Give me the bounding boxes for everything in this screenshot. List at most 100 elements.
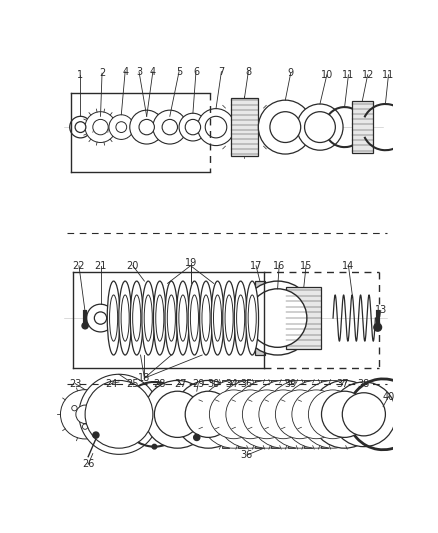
Circle shape: [321, 391, 367, 438]
Ellipse shape: [223, 281, 236, 355]
Circle shape: [258, 298, 298, 338]
Circle shape: [60, 390, 110, 439]
Circle shape: [270, 112, 301, 142]
Circle shape: [299, 381, 367, 448]
Text: 11: 11: [343, 70, 355, 80]
Circle shape: [130, 110, 164, 144]
Circle shape: [248, 289, 307, 348]
Bar: [222, 381, 230, 448]
Circle shape: [109, 115, 134, 140]
Circle shape: [248, 289, 307, 348]
Text: 18: 18: [138, 373, 151, 383]
Text: 11: 11: [382, 70, 395, 80]
Text: 25: 25: [127, 378, 139, 389]
Circle shape: [216, 381, 284, 448]
Text: 1: 1: [78, 70, 84, 80]
Text: 2: 2: [99, 68, 105, 78]
Circle shape: [233, 381, 300, 448]
Circle shape: [185, 119, 201, 135]
Circle shape: [308, 390, 357, 439]
Text: 4: 4: [150, 67, 156, 77]
Circle shape: [155, 391, 201, 438]
Bar: [254, 381, 262, 448]
Circle shape: [153, 110, 187, 144]
Text: 34: 34: [225, 378, 237, 389]
Circle shape: [70, 116, 91, 138]
Circle shape: [205, 116, 227, 138]
Text: 9: 9: [288, 68, 294, 78]
Circle shape: [240, 281, 314, 355]
Text: 40: 40: [382, 392, 395, 401]
Bar: [288, 381, 295, 448]
Circle shape: [259, 390, 307, 439]
Circle shape: [311, 381, 378, 448]
Text: 37: 37: [336, 378, 349, 389]
Circle shape: [152, 445, 157, 449]
Circle shape: [185, 391, 231, 438]
Circle shape: [374, 324, 381, 331]
Text: 17: 17: [250, 261, 262, 271]
Circle shape: [249, 381, 317, 448]
Text: 14: 14: [343, 261, 355, 271]
Text: 4: 4: [122, 67, 128, 77]
Circle shape: [85, 381, 153, 448]
Ellipse shape: [188, 281, 201, 355]
Ellipse shape: [200, 281, 212, 355]
Ellipse shape: [177, 281, 189, 355]
Ellipse shape: [119, 281, 131, 355]
Circle shape: [162, 119, 177, 135]
Text: 36: 36: [240, 450, 253, 460]
Ellipse shape: [211, 281, 224, 355]
Circle shape: [174, 381, 242, 448]
Bar: [352, 101, 373, 154]
Bar: [238, 381, 246, 448]
Bar: [321, 381, 328, 448]
Circle shape: [85, 112, 116, 142]
Text: 6: 6: [193, 67, 199, 77]
Circle shape: [283, 381, 350, 448]
Text: 35: 35: [240, 378, 253, 389]
Circle shape: [292, 390, 341, 439]
Bar: [286, 287, 321, 349]
Ellipse shape: [234, 281, 247, 355]
Bar: [304, 381, 312, 448]
Circle shape: [116, 122, 127, 133]
Circle shape: [75, 122, 86, 133]
Text: 5: 5: [176, 67, 182, 77]
Ellipse shape: [165, 281, 178, 355]
Ellipse shape: [246, 281, 258, 355]
Text: 27: 27: [174, 378, 187, 389]
Circle shape: [194, 434, 200, 440]
Circle shape: [105, 400, 133, 428]
Bar: [231, 98, 258, 156]
Circle shape: [79, 374, 159, 454]
Circle shape: [209, 390, 258, 439]
Circle shape: [242, 390, 291, 439]
Text: 24: 24: [105, 378, 117, 389]
Text: 19: 19: [184, 257, 197, 268]
Circle shape: [276, 390, 324, 439]
Text: 13: 13: [374, 305, 387, 316]
Circle shape: [94, 312, 107, 324]
Text: 15: 15: [300, 261, 312, 271]
Circle shape: [82, 322, 88, 329]
Circle shape: [87, 382, 151, 447]
Text: 10: 10: [321, 70, 333, 80]
Text: 39: 39: [285, 378, 297, 389]
Text: 20: 20: [127, 261, 139, 271]
Circle shape: [93, 432, 99, 438]
Text: 28: 28: [154, 378, 166, 389]
Text: 30: 30: [208, 378, 220, 389]
Circle shape: [200, 381, 268, 448]
Bar: [271, 381, 279, 448]
Text: 29: 29: [192, 378, 205, 389]
Circle shape: [87, 304, 114, 332]
Bar: [255, 281, 265, 355]
Circle shape: [297, 104, 343, 150]
Text: 23: 23: [69, 378, 81, 389]
Circle shape: [304, 112, 336, 142]
Text: 8: 8: [245, 67, 251, 77]
Text: 38: 38: [358, 378, 370, 389]
Ellipse shape: [142, 281, 155, 355]
Circle shape: [179, 113, 207, 141]
